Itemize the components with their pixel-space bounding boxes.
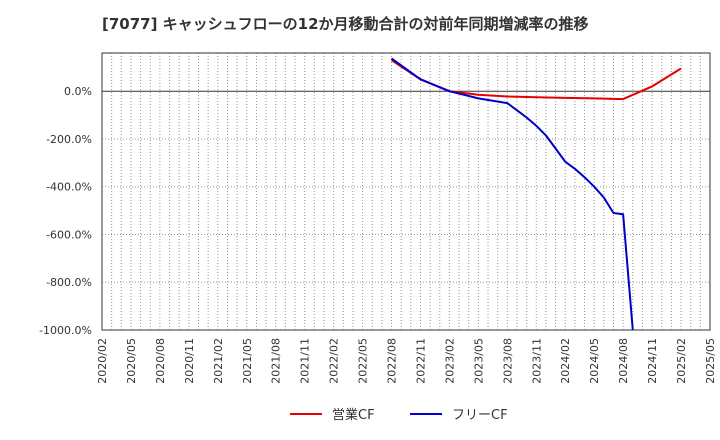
x-tick-label: 2025/02 — [675, 338, 688, 384]
x-tick-label: 2021/11 — [299, 338, 312, 384]
y-tick-label: 0.0% — [64, 85, 92, 98]
x-tick-label: 2023/05 — [472, 338, 485, 384]
x-tick-label: 2023/08 — [501, 338, 514, 384]
x-tick-label: 2023/11 — [530, 338, 543, 384]
legend-label: フリーCF — [452, 408, 508, 423]
x-tick-label: 2022/08 — [386, 338, 399, 384]
legend-label: 営業CF — [332, 407, 375, 423]
x-tick-label: 2022/02 — [328, 338, 341, 384]
x-tick-label: 2020/05 — [125, 338, 138, 384]
grid — [101, 53, 711, 331]
chart-title: [7077] キャッシュフローの12か月移動合計の対前年同期増減率の推移 — [102, 15, 589, 33]
plot-frame — [101, 52, 711, 331]
x-tick-label: 2024/05 — [588, 338, 601, 384]
x-tick-label: 2024/02 — [559, 338, 572, 384]
x-tick-label: 2025/05 — [704, 338, 717, 384]
x-tick-label: 2022/11 — [414, 338, 427, 384]
x-tick-label: 2021/08 — [270, 338, 283, 384]
x-tick-label: 2024/11 — [646, 338, 659, 384]
y-tick-label: -600.0% — [46, 228, 92, 241]
x-tick-label: 2021/02 — [212, 338, 225, 384]
y-tick-label: -800.0% — [46, 276, 92, 289]
y-tick-label: -200.0% — [46, 133, 92, 146]
series-line-operating-cf — [390, 59, 682, 101]
series-lines — [390, 57, 682, 330]
x-tick-label: 2024/08 — [617, 338, 630, 384]
axis-ticks: 0.0% -200.0% -400.0% -600.0% -800.0% -1000.0%… — [39, 85, 717, 383]
x-tick-label: 2023/02 — [443, 338, 456, 384]
y-tick-label: -400.0% — [46, 181, 92, 194]
x-tick-label: 2020/08 — [154, 338, 167, 384]
x-tick-label: 2021/05 — [241, 338, 254, 384]
x-tick-label: 2020/02 — [96, 338, 109, 384]
series-line-free-cf — [390, 57, 634, 330]
x-tick-label: 2022/05 — [357, 338, 370, 384]
y-tick-label: -1000.0% — [39, 324, 92, 337]
x-tick-label: 2020/11 — [183, 338, 196, 384]
legend: 営業CF フリーCF — [290, 407, 508, 423]
